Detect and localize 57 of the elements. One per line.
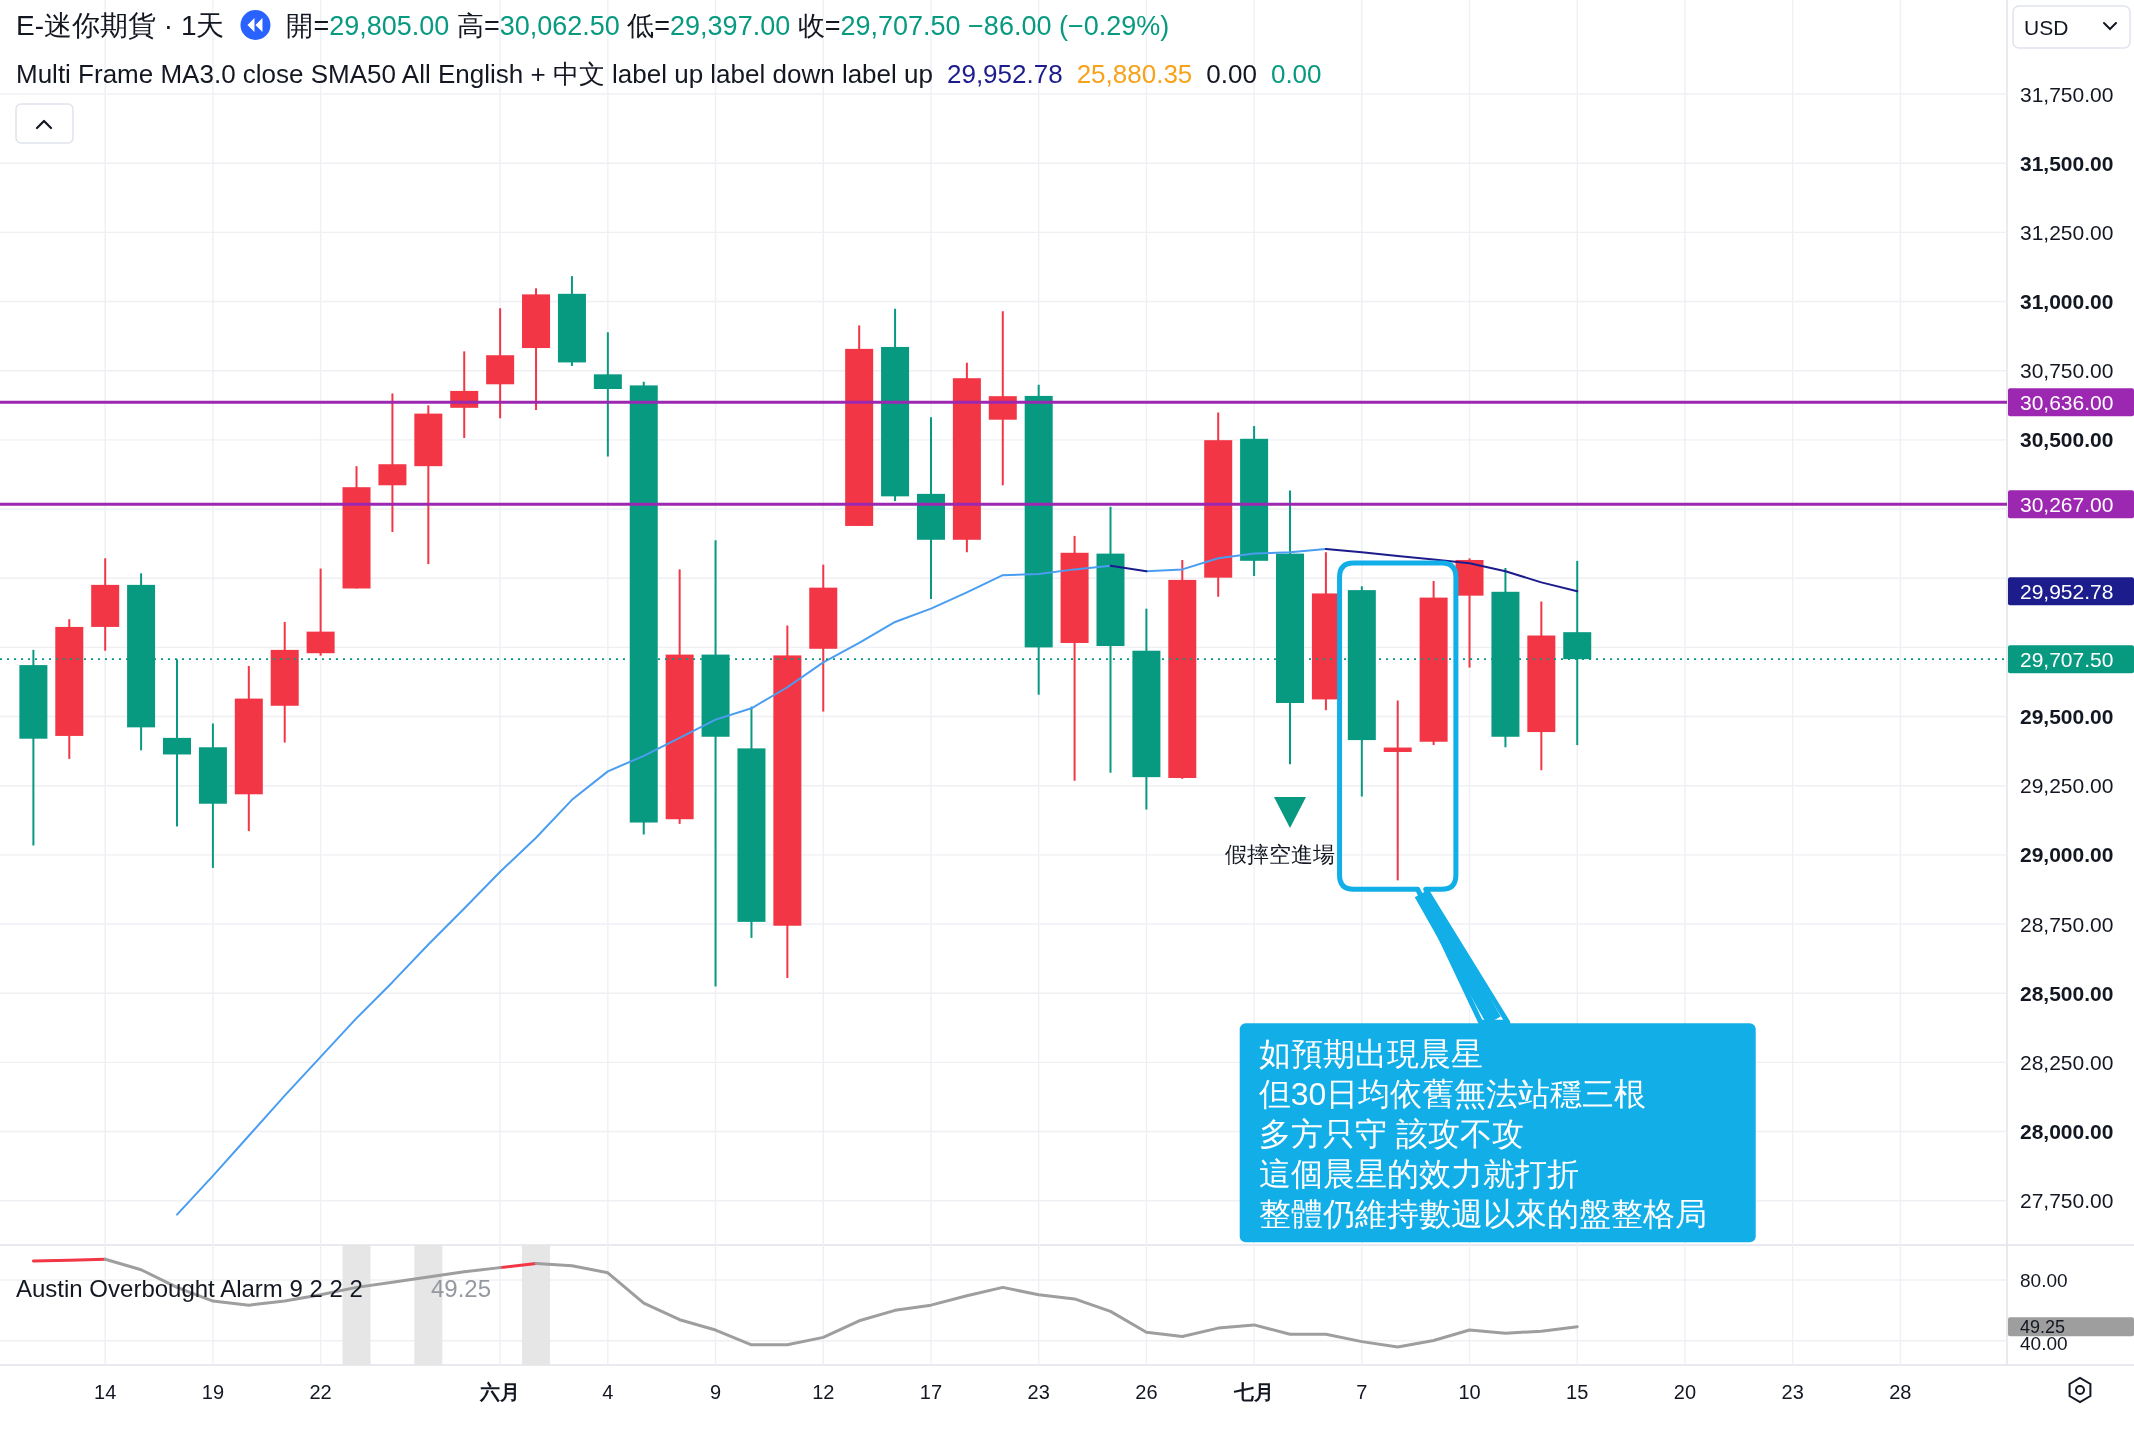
text: 開=29,805.00 高=30,062.50 低=29,397.00 收=29,707.50 −86.00 (−0.29%) bbox=[286, 11, 1170, 41]
x-tick-label: 23 bbox=[1781, 1381, 1804, 1403]
y-tick-label: 31,250.00 bbox=[2020, 220, 2114, 244]
x-tick-label: 20 bbox=[1673, 1381, 1697, 1403]
x-tick-label: 15 bbox=[1566, 1381, 1589, 1403]
x-tick-label: 10 bbox=[1458, 1381, 1481, 1403]
x-tick-label: 7 bbox=[1356, 1381, 1368, 1403]
annotation: 這個晨星的效力就打折 bbox=[1258, 1156, 1579, 1193]
y-tick-label: 80.00 bbox=[2020, 1269, 2068, 1291]
x-tick-label: 4 bbox=[602, 1381, 614, 1403]
y-tick-label: 31,000.00 bbox=[2020, 290, 2114, 314]
x-tick-label: 六月 bbox=[479, 1381, 521, 1403]
annotation: 多方只守 該攻不攻 bbox=[1258, 1116, 1524, 1153]
y-tick-label: 27,750.00 bbox=[2020, 1189, 2114, 1213]
y-tick-label: 30,750.00 bbox=[2020, 359, 2114, 383]
ref-line-label: 30,636.00 bbox=[2020, 390, 2114, 414]
annotation: Multi Frame MA3.0 close SMA50 All English + 中文 label up label down label up bbox=[16, 59, 933, 89]
candlestick bbox=[1383, 699, 1412, 882]
line-series bbox=[176, 564, 1112, 1216]
y-tick-label: 28,250.00 bbox=[2020, 1050, 2114, 1074]
y-tick-label: 29,500.00 bbox=[2020, 705, 2114, 729]
x-tick-label: 17 bbox=[919, 1381, 943, 1403]
ref-line-label: 30,267.00 bbox=[2020, 492, 2114, 516]
x-tick-label: 12 bbox=[812, 1381, 835, 1403]
y-tick-label: 28,750.00 bbox=[2020, 912, 2114, 936]
y-tick-label: 28,000.00 bbox=[2020, 1120, 2114, 1144]
x-tick-label: 19 bbox=[201, 1381, 225, 1403]
ref-line-label: 29,707.50 bbox=[2020, 647, 2114, 671]
x-tick-label: 14 bbox=[94, 1381, 117, 1403]
y-tick-label: 29,000.00 bbox=[2020, 843, 2114, 867]
series-label: 假摔空進場 bbox=[1225, 842, 1336, 868]
annotation: 29,952.78 bbox=[946, 59, 1063, 89]
y-tick-label: 28,500.00 bbox=[2020, 981, 2114, 1005]
annotation: 整體仍維持數週以來的盤整格局 bbox=[1258, 1196, 1707, 1233]
x-tick-label: 22 bbox=[309, 1381, 332, 1403]
annotation: 49.25 bbox=[431, 1275, 492, 1302]
y-axis-title: USD bbox=[2024, 16, 2069, 39]
x-tick-label: 23 bbox=[1027, 1381, 1050, 1403]
candlestick bbox=[593, 331, 622, 458]
x-tick-label: 七月 bbox=[1233, 1381, 1275, 1403]
text: Austin Overbought Alarm 9 2 2 2 bbox=[16, 1275, 363, 1302]
x-tick-label: 26 bbox=[1135, 1381, 1158, 1403]
annotation: 但30日均依舊無法站穩三根 bbox=[1258, 1076, 1647, 1113]
y-tick-label: 31,500.00 bbox=[2020, 151, 2114, 175]
y-tick-label: 30,500.00 bbox=[2020, 428, 2114, 452]
y-tick-label: 29,250.00 bbox=[2020, 774, 2114, 798]
annotation: 25,880.35 bbox=[1076, 59, 1193, 89]
annotation: 0.00 bbox=[1206, 59, 1257, 89]
x-tick-label: 28 bbox=[1889, 1381, 1912, 1403]
annotation: 如預期出現晨星 bbox=[1258, 1036, 1483, 1073]
text: 29,952.78 bbox=[2020, 579, 2114, 603]
chart-title: E-迷你期貨 · 1天 bbox=[16, 10, 225, 41]
y-tick-label: 31,750.00 bbox=[2020, 82, 2114, 106]
annotation: 0.00 bbox=[1270, 59, 1322, 89]
line-series bbox=[534, 1262, 1579, 1349]
x-tick-label: 9 bbox=[709, 1381, 722, 1403]
line-series bbox=[1145, 547, 1327, 573]
